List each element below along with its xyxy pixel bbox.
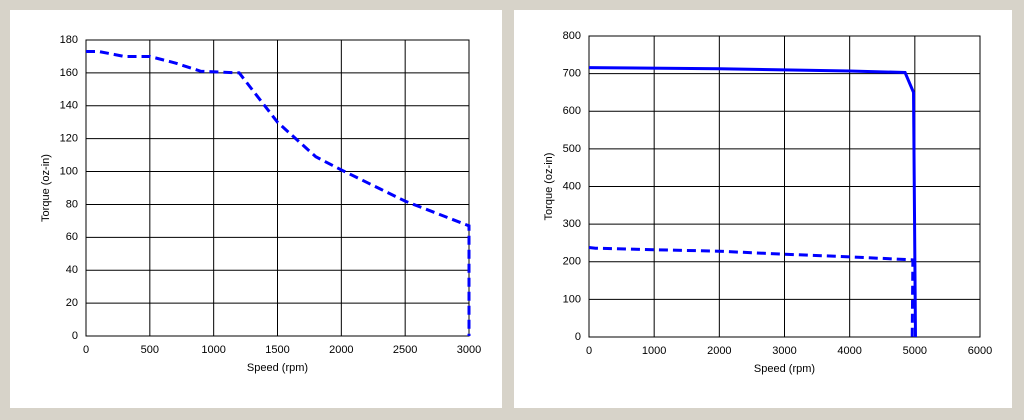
x-tick-label: 1500	[265, 344, 289, 356]
x-tick-label: 3000	[772, 345, 796, 357]
y-tick-label: 120	[60, 133, 78, 145]
x-tick-label: 2000	[707, 345, 731, 357]
y-tick-label: 300	[563, 218, 581, 230]
panel	[10, 10, 502, 408]
plot-border	[588, 35, 981, 338]
y-tick-label: 20	[66, 297, 78, 309]
x-tick-label: 2500	[393, 344, 417, 356]
x-tick-label: 1000	[642, 345, 666, 357]
x-tick-label: 3000	[457, 344, 481, 356]
x-tick-label: 1000	[201, 344, 225, 356]
x-tick-label: 4000	[837, 345, 861, 357]
y-axis-label: Torque (oz-in)	[543, 153, 555, 221]
x-tick-label: 500	[141, 344, 159, 356]
y-tick-label: 0	[72, 330, 78, 342]
y-tick-label: 60	[66, 231, 78, 243]
x-tick-label: 0	[83, 344, 89, 356]
x-tick-label: 5000	[903, 345, 927, 357]
x-tick-label: 0	[586, 345, 592, 357]
y-tick-label: 800	[563, 30, 581, 42]
y-tick-label: 0	[575, 331, 581, 343]
series-line	[588, 66, 917, 338]
x-axis-label: Speed (rpm)	[754, 363, 815, 375]
x-tick-label: 2000	[329, 344, 353, 356]
y-tick-label: 400	[563, 180, 581, 192]
series-line	[86, 50, 471, 336]
x-tick-label: 6000	[968, 345, 992, 357]
panel	[514, 10, 1012, 408]
y-tick-label: 600	[563, 105, 581, 117]
plot-border	[85, 39, 470, 337]
y-axis-label: Torque (oz-in)	[40, 154, 52, 222]
y-tick-label: 160	[60, 67, 78, 79]
y-tick-label: 100	[60, 165, 78, 177]
y-tick-label: 80	[66, 198, 78, 210]
y-tick-label: 700	[563, 68, 581, 80]
x-axis-label: Speed (rpm)	[247, 362, 308, 374]
y-tick-label: 40	[66, 264, 78, 276]
y-tick-label: 140	[60, 100, 78, 112]
y-tick-label: 200	[563, 256, 581, 268]
y-tick-label: 500	[563, 143, 581, 155]
series-line	[588, 245, 915, 338]
y-tick-label: 180	[60, 34, 78, 46]
y-tick-label: 100	[563, 293, 581, 305]
